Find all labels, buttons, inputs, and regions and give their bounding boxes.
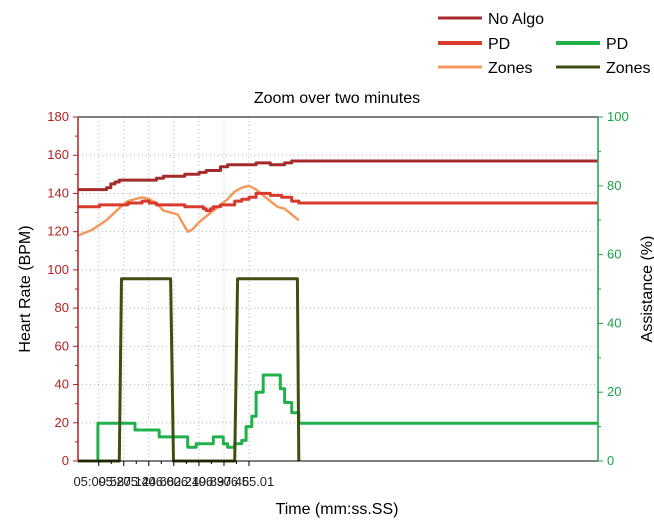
x-tick-label: 06:37.46 (199, 474, 250, 489)
series-pd-heart-rate (78, 191, 598, 213)
x-axis-ticks: 05:09.5805:27.1205:44.6806:02.2406:19.89… (73, 461, 274, 489)
legend-label-pd-assist: PD (606, 36, 628, 53)
series-no-algo (78, 159, 598, 192)
legend-label-zones-assist: Zones (606, 60, 650, 77)
left-tick-label: 20 (55, 415, 69, 430)
x-tick-label: 05:27.12 (98, 474, 149, 489)
left-tick-label: 180 (47, 109, 69, 124)
left-tick-label: 60 (55, 338, 69, 353)
grid (78, 117, 598, 461)
right-axis-ticks: 0 20 40 60 80 100 (598, 109, 629, 468)
legend-label-no-algo: No Algo (488, 11, 544, 28)
left-tick-label: 120 (47, 224, 69, 239)
left-tick-label: 100 (47, 262, 69, 277)
x-axis-title: Time (mm:ss.SS) (276, 501, 399, 518)
y-axis-title-right: Assistance (%) (639, 236, 654, 343)
plot-frame (77, 116, 599, 462)
y-axis-title-left: Heart Rate (BPM) (17, 225, 34, 352)
series-pd-assistance (78, 373, 598, 463)
left-tick-label: 140 (47, 185, 69, 200)
left-tick-label: 40 (55, 377, 69, 392)
right-tick-label: 80 (607, 178, 621, 193)
right-tick-label: 0 (607, 453, 614, 468)
legend-label-pd-heart: PD (488, 36, 510, 53)
left-tick-label: 160 (47, 147, 69, 162)
legend: No Algo PD Zones PD Zones (438, 11, 650, 77)
series-zones-assistance (78, 277, 301, 463)
chart-title: Zoom over two minutes (254, 90, 420, 107)
left-axis-ticks: 0 20 40 60 80 100 120 140 160 180 (47, 109, 78, 468)
right-tick-label: 40 (607, 315, 621, 330)
legend-label-zones-heart: Zones (488, 60, 532, 77)
right-tick-label: 60 (607, 247, 621, 262)
x-tick-label: 05:09.58 (73, 474, 124, 489)
x-tick-label: 06:02.24 (148, 474, 199, 489)
series-zones-heart-rate (77, 184, 300, 237)
series-layer (77, 159, 598, 463)
left-tick-label: 0 (62, 453, 69, 468)
right-tick-label: 100 (607, 109, 629, 124)
right-tick-label: 20 (607, 384, 621, 399)
x-tick-label: 06:19.89 (174, 474, 225, 489)
x-tick-label: 05:44.68 (123, 474, 174, 489)
left-tick-label: 80 (55, 300, 69, 315)
x-tick-label: 06:55.01 (224, 474, 275, 489)
